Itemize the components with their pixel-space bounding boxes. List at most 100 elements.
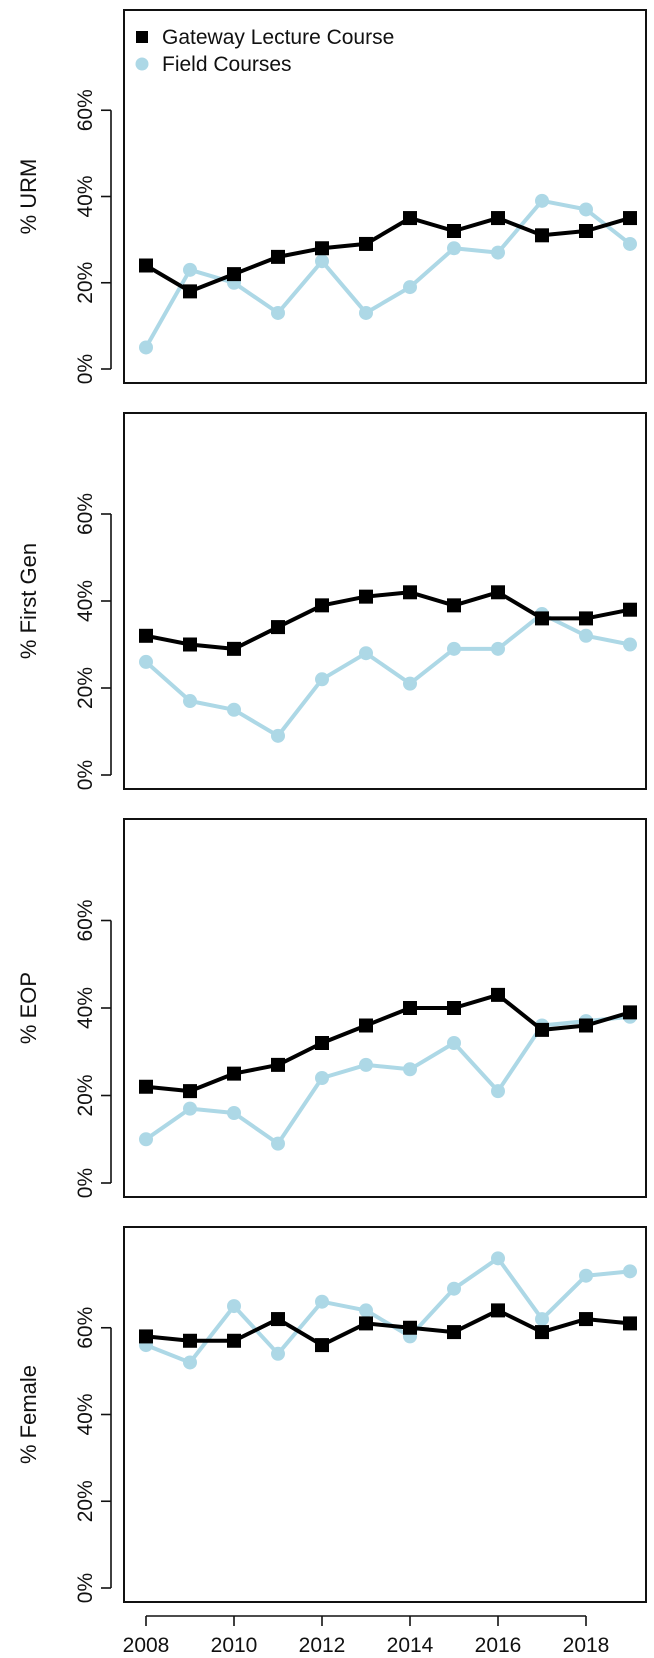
data-point [623, 1005, 637, 1020]
data-point [491, 245, 505, 260]
data-point [183, 1101, 197, 1116]
y-tick-label: 60% [74, 899, 97, 941]
data-point [183, 694, 197, 709]
data-point [579, 628, 593, 643]
x-tick-label: 2012 [299, 1634, 346, 1657]
y-tick-label: 60% [74, 89, 97, 131]
data-point [359, 1303, 373, 1318]
legend-marker-field [135, 57, 149, 71]
data-point [623, 1316, 637, 1331]
data-point [315, 1338, 329, 1353]
data-point [535, 1325, 549, 1340]
legend-label-gateway: Gateway Lecture Course [162, 26, 394, 49]
y-tick-label: 40% [74, 987, 97, 1029]
data-point [183, 1355, 197, 1370]
y-tick-label: 60% [74, 1307, 97, 1349]
series-line [145, 1308, 631, 1348]
series-line [144, 216, 631, 294]
data-point [271, 249, 285, 264]
plot-frame [123, 818, 647, 1198]
data-point [491, 1251, 505, 1266]
data-point [271, 1312, 285, 1327]
panel-2: 0% 20% 40% 60% % First Gen [16, 412, 647, 790]
data-point [139, 654, 153, 669]
data-point [447, 1281, 461, 1296]
y-tick-label: 20% [74, 667, 97, 709]
plot-frame [123, 9, 647, 384]
panel-1: 0% 20% 40% 60% % URM Gateway Lecture Course Fi… [16, 9, 647, 384]
data-point [403, 1062, 417, 1077]
data-point [447, 224, 461, 238]
x-axis: 2008 2010 2012 2014 2016 2018 [123, 1615, 610, 1657]
y-axis-title: % EOP [16, 972, 41, 1044]
y-tick-label: 20% [74, 1480, 97, 1522]
data-point [623, 637, 637, 652]
data-point [315, 1071, 329, 1085]
data-point [447, 1001, 461, 1015]
x-tick-label: 2010 [211, 1634, 258, 1657]
data-point [359, 1057, 373, 1072]
data-point [535, 1022, 549, 1037]
y-tick-label: 40% [74, 175, 97, 217]
data-point [183, 637, 197, 652]
series-gateway-lecture-course [139, 211, 637, 299]
data-point [491, 1303, 505, 1318]
data-point [227, 1106, 241, 1120]
data-point [315, 672, 329, 687]
data-point [623, 602, 637, 617]
data-point [227, 1066, 241, 1081]
data-point [579, 1268, 593, 1283]
data-point [183, 284, 197, 299]
y-tick-label: 20% [74, 262, 97, 304]
data-point [579, 1312, 593, 1327]
data-point [491, 987, 505, 1002]
y-axis-title: % URM [16, 159, 41, 235]
data-point [359, 589, 373, 604]
series-gateway-lecture-course [139, 1303, 637, 1353]
series-line [144, 198, 632, 349]
data-point [227, 267, 241, 282]
data-point [447, 598, 461, 613]
data-point [139, 628, 153, 643]
data-point [579, 1018, 593, 1033]
data-point [447, 1036, 461, 1050]
data-point [183, 1084, 197, 1099]
data-point [359, 236, 373, 251]
data-point [271, 1136, 285, 1151]
data-point [271, 1057, 285, 1072]
data-point [447, 641, 461, 656]
y-tick-label: 0% [74, 1573, 97, 1603]
data-point [139, 1132, 153, 1147]
data-point [183, 262, 197, 277]
data-point [403, 676, 417, 691]
y-tick-label: 20% [74, 1074, 97, 1116]
data-point [271, 1346, 285, 1361]
data-point [579, 611, 593, 626]
series-field-courses [139, 193, 637, 355]
data-point [623, 211, 637, 226]
data-point [403, 211, 417, 226]
data-point [139, 1079, 153, 1094]
data-point [315, 241, 329, 256]
data-point [403, 1001, 417, 1015]
legend-marker-gateway [136, 31, 148, 43]
data-point [535, 611, 549, 626]
series-field-courses [139, 1251, 637, 1370]
y-axis-title: % First Gen [16, 543, 41, 659]
data-point [535, 228, 549, 243]
data-point [359, 305, 373, 320]
data-point [227, 1299, 241, 1314]
x-tick-label: 2016 [475, 1634, 522, 1657]
legend: Gateway Lecture Course Field Courses [135, 26, 394, 76]
series-gateway-lecture-course [139, 585, 637, 656]
data-point [359, 1018, 373, 1033]
data-point [579, 224, 593, 238]
data-point [403, 585, 417, 600]
data-point [579, 202, 593, 217]
data-point [315, 598, 329, 613]
data-point [139, 258, 153, 273]
data-point [139, 1329, 153, 1344]
series-line [145, 590, 631, 651]
data-point [227, 641, 241, 656]
x-tick-label: 2018 [563, 1634, 610, 1657]
